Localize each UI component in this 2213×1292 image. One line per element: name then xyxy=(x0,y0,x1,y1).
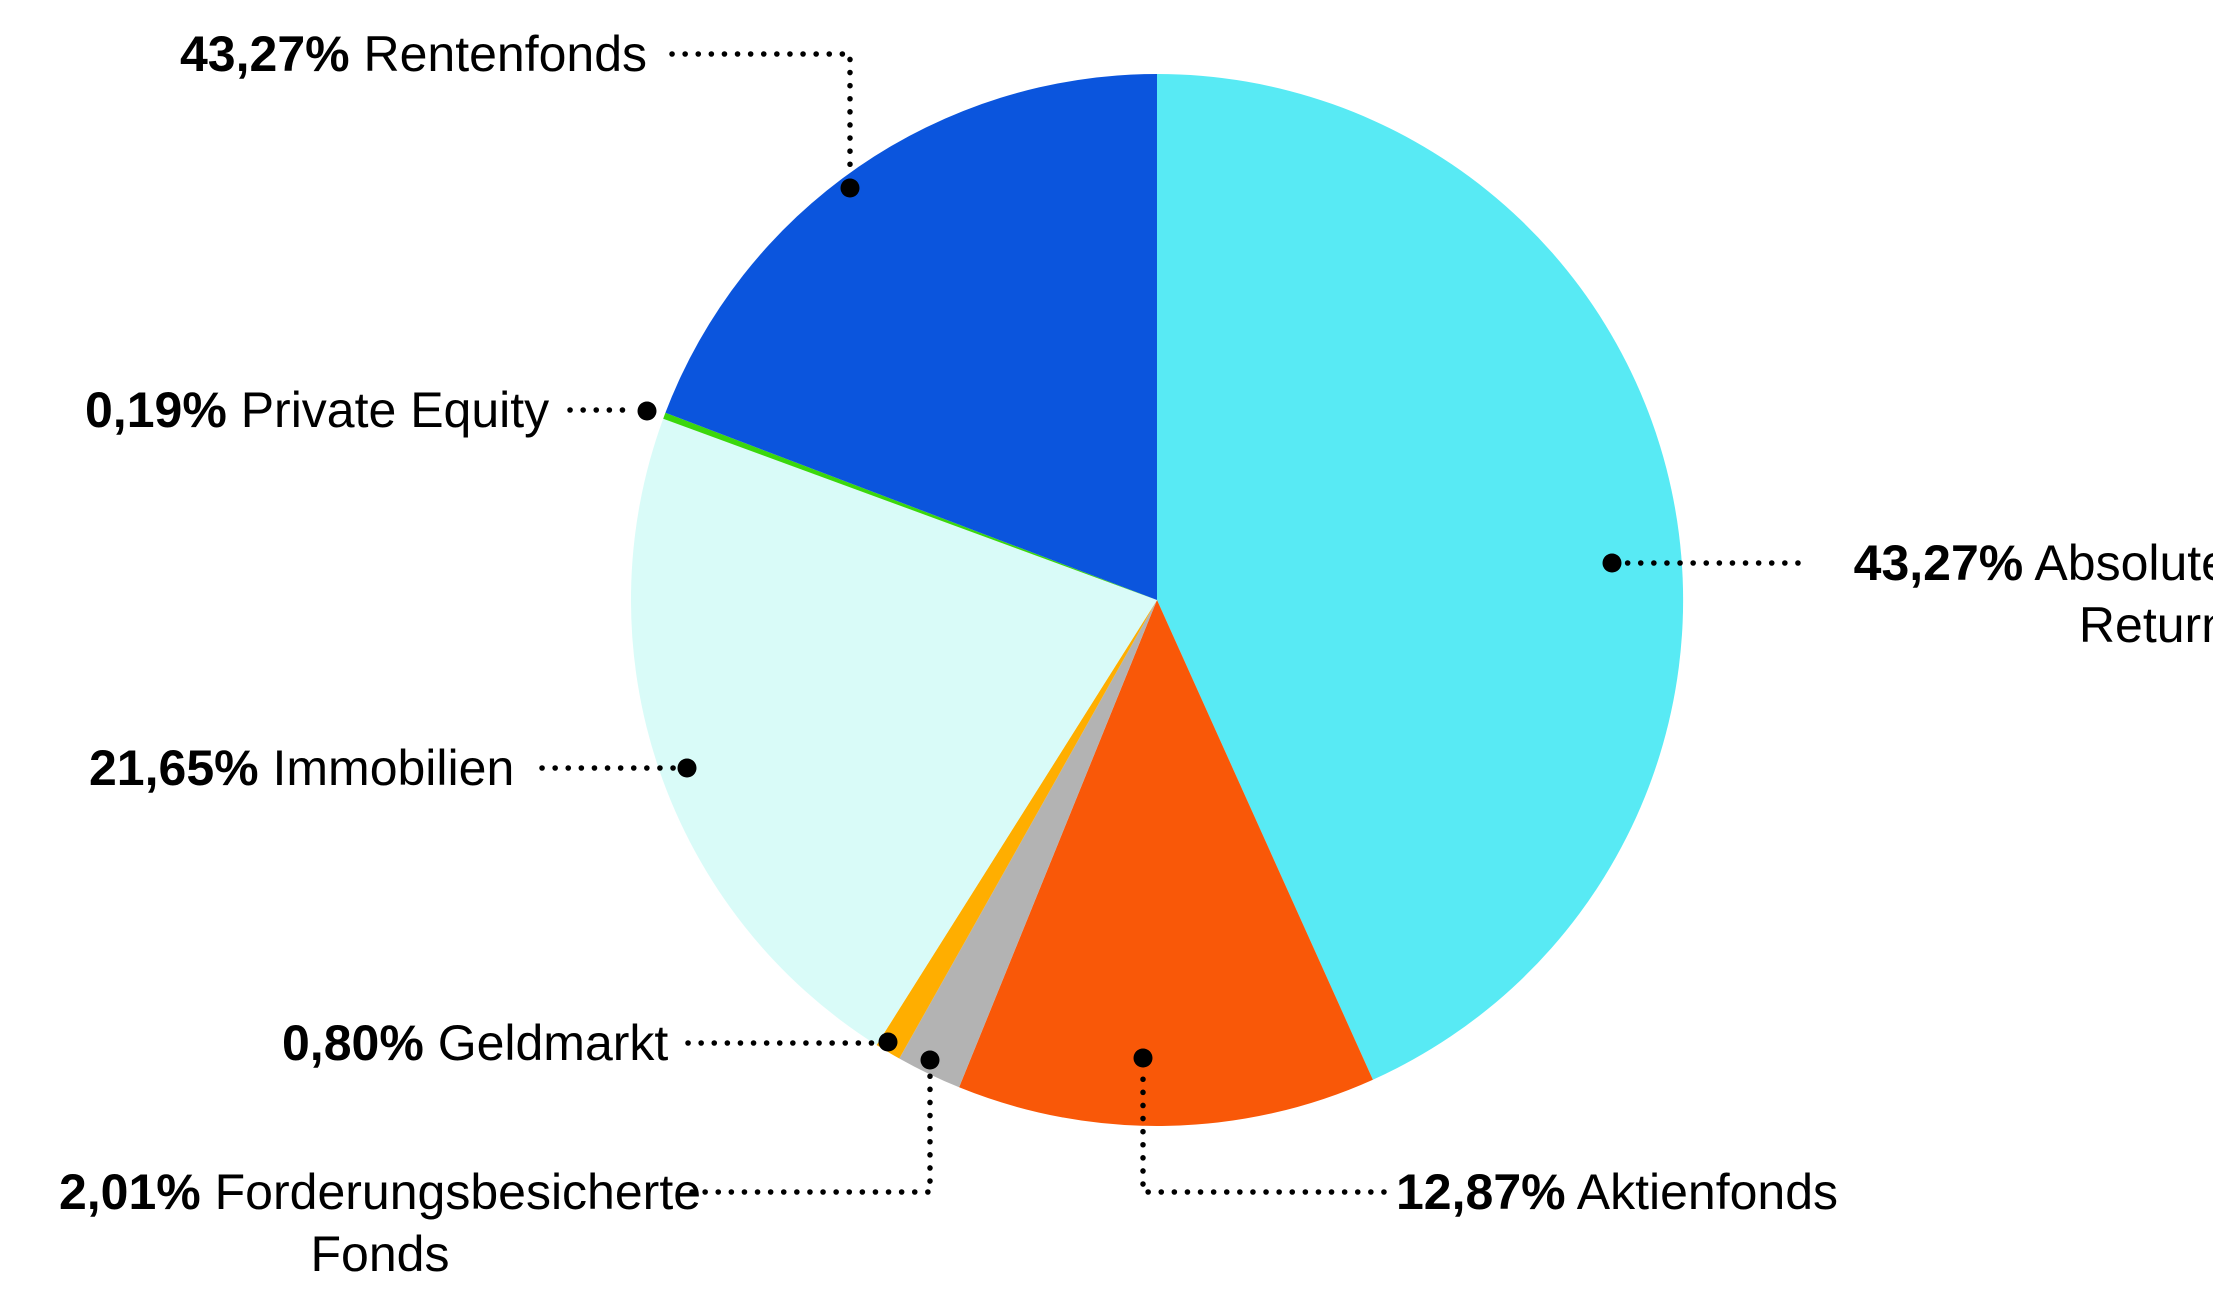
leader-dot-geldmarkt xyxy=(878,1032,898,1052)
label-aktienfonds: 12,87% Aktienfonds xyxy=(1396,1161,1838,1223)
leader-line-aktienfonds xyxy=(1140,1069,1387,1195)
leader-dot-absolute-return xyxy=(1602,553,1622,573)
pie-slice-private-equity xyxy=(663,412,1157,600)
label-absolute-return-name: Absolute Return xyxy=(2034,535,2213,653)
label-immobilien-percent: 21,65% xyxy=(89,740,259,796)
label-private-equity-percent: 0,19% xyxy=(85,382,227,438)
pie-slice-aktienfonds xyxy=(959,600,1373,1126)
label-absolute-return: 43,27% Absolute Return xyxy=(1809,532,2213,656)
label-forderungsbesicherte-fonds-percent: 2,01% xyxy=(58,1164,201,1220)
leader-dot-immobilien xyxy=(677,758,697,778)
pie-slice-forderungsbesicherte-fonds xyxy=(899,600,1157,1088)
label-geldmarkt-name: Geldmarkt xyxy=(437,1015,669,1071)
label-immobilien-name: Immobilien xyxy=(272,740,515,796)
leader-line-rentenfonds xyxy=(669,51,853,177)
label-rentenfonds-percent: 43,27% xyxy=(180,26,350,82)
leader-dot-rentenfonds xyxy=(840,178,860,198)
label-rentenfonds-name: Rentenfonds xyxy=(363,26,648,82)
pie-slice-immobilien xyxy=(630,418,1157,1045)
leader-line-forderungsbesicherte-fonds xyxy=(689,1071,933,1195)
pie-slice-rentenfonds xyxy=(665,74,1157,600)
label-geldmarkt-percent: 0,80% xyxy=(282,1015,424,1071)
label-private-equity-name: Private Equity xyxy=(240,382,550,438)
label-aktienfonds-name: Aktienfonds xyxy=(1576,1164,1839,1220)
pie-slice-absolute-return xyxy=(1157,73,1684,1080)
label-absolute-return-percent: 43,27% xyxy=(1853,535,2024,591)
label-forderungsbesicherte-fonds: 2,01% Forderungsbesicherte Fonds xyxy=(30,1161,730,1285)
pie-slice-geldmarkt xyxy=(876,600,1157,1059)
label-immobilien: 21,65% Immobilien xyxy=(89,737,514,799)
leader-dot-aktienfonds xyxy=(1133,1048,1153,1068)
label-private-equity: 0,19% Private Equity xyxy=(85,379,549,441)
leader-dot-forderungsbesicherte-fonds xyxy=(920,1050,940,1070)
label-geldmarkt: 0,80% Geldmarkt xyxy=(282,1012,668,1074)
label-forderungsbesicherte-fonds-name: Forderungsbesicherte Fonds xyxy=(214,1164,702,1282)
label-aktienfonds-percent: 12,87% xyxy=(1396,1164,1566,1220)
label-rentenfonds: 43,27% Rentenfonds xyxy=(180,23,647,85)
leader-dot-private-equity xyxy=(637,401,657,421)
